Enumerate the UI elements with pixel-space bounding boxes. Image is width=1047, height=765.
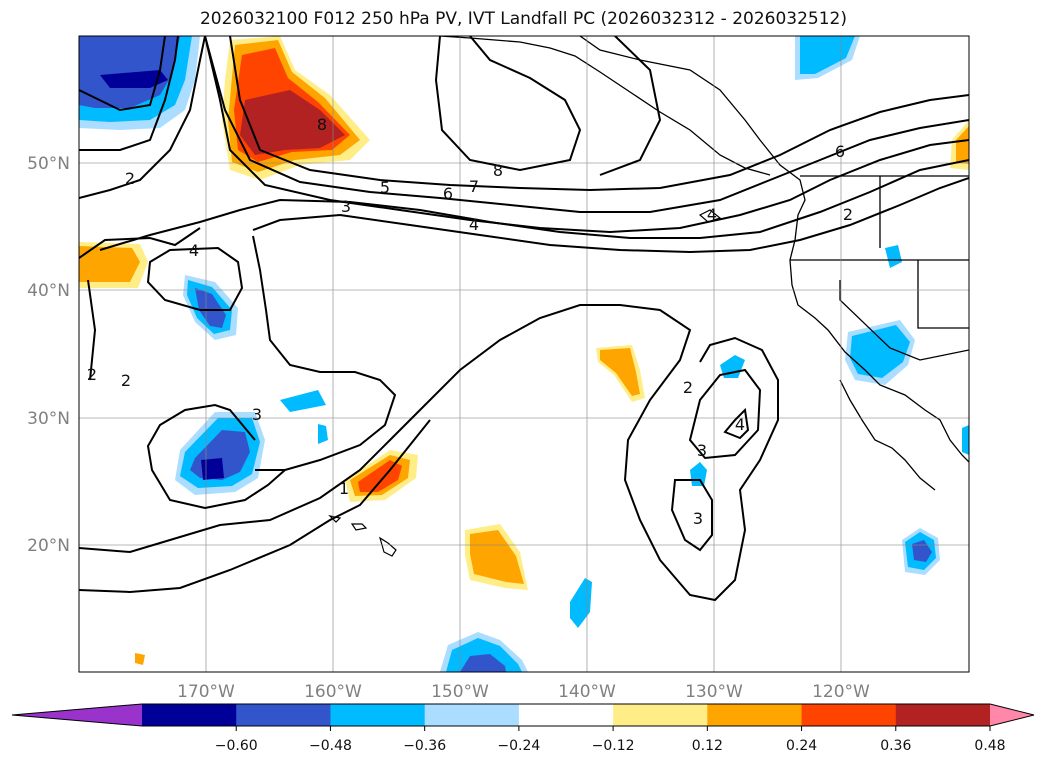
- colorbar: −0.60 −0.48 −0.36 −0.24 −0.12 0.12 0.24 0.36 0.4…: [11, 703, 1035, 754]
- contour-label: 5: [380, 178, 390, 197]
- lat-label: 30°N: [27, 409, 70, 429]
- contour-label: 2: [843, 205, 853, 224]
- colorbar-swatch: [801, 704, 897, 726]
- contour-label: 2: [125, 169, 135, 188]
- colorbar-swatch: [330, 704, 426, 726]
- pv-contours: [79, 36, 969, 602]
- contour-label: 3: [252, 405, 262, 424]
- contour-label: 4: [707, 205, 717, 224]
- colorbar-swatch: [236, 704, 331, 726]
- colorbar-tick-label: 0.36: [880, 738, 911, 754]
- contour-label: 3: [341, 197, 351, 216]
- lat-label: 40°N: [27, 281, 70, 301]
- latitude-labels: 50°N 40°N 30°N 20°N: [27, 154, 70, 556]
- contour-label: 4: [735, 415, 745, 434]
- contour-label: 1: [339, 479, 349, 498]
- contour-label: 8: [317, 115, 327, 134]
- colorbar-extend-high: [990, 704, 1034, 726]
- contour-label: 6: [835, 142, 845, 161]
- map-title: 2026032100 F012 250 hPa PV, IVT Landfall…: [199, 9, 847, 29]
- colorbar-swatch: [895, 704, 991, 726]
- colorbar-outline: [11, 703, 1035, 727]
- colorbar-swatch: [518, 704, 614, 726]
- lon-label: 170°W: [177, 682, 235, 702]
- colorbar-tick-label: 0.12: [692, 738, 723, 754]
- map-area: 2 4 2 3 3 5 6 7 8 8 4 6 2 2 2 3 4 3 1 4: [79, 36, 969, 672]
- contour-label: 3: [697, 441, 707, 460]
- colorbar-tick-label: −0.12: [592, 738, 635, 754]
- colorbar-tick-label: −0.36: [403, 738, 446, 754]
- islands: [328, 209, 722, 557]
- lon-label: 160°W: [304, 682, 362, 702]
- contour-label: 4: [189, 241, 199, 260]
- contour-label: 7: [469, 177, 479, 196]
- colorbar-swatch: [424, 704, 520, 726]
- contour-label: 6: [443, 184, 453, 203]
- graticule: [79, 36, 969, 672]
- coastlines: [439, 36, 969, 491]
- map-frame: [78, 35, 970, 673]
- contour-label: 2: [121, 371, 131, 390]
- contour-labels: 2 4 2 3 3 5 6 7 8 8 4 6 2 2 2 3 4 3 1 4: [87, 115, 853, 528]
- colorbar-tick-label: −0.48: [309, 738, 352, 754]
- colorbar-tick-label: 0.24: [786, 738, 817, 754]
- colorbar-tick-label: 0.48: [974, 738, 1005, 754]
- lon-label: 130°W: [685, 682, 743, 702]
- lat-label: 50°N: [27, 154, 70, 174]
- colorbar-swatch: [707, 704, 803, 726]
- lat-label: 20°N: [27, 536, 70, 556]
- colorbar-tick-label: −0.60: [215, 738, 258, 754]
- longitude-labels: 170°W 160°W 150°W 140°W 130°W 120°W: [177, 682, 870, 702]
- contour-label: 4: [469, 215, 479, 234]
- lon-label: 140°W: [558, 682, 616, 702]
- contour-label: 2: [683, 378, 693, 397]
- lon-label: 150°W: [431, 682, 489, 702]
- colorbar-tick-label: −0.24: [497, 738, 540, 754]
- contour-label: 3: [693, 509, 703, 528]
- lon-label: 120°W: [812, 682, 870, 702]
- contour-label: 2: [87, 365, 97, 384]
- colorbar-swatch: [142, 704, 237, 726]
- contour-label: 8: [493, 161, 503, 180]
- colorbar-extend-low: [12, 704, 142, 726]
- colorbar-swatch: [613, 704, 708, 726]
